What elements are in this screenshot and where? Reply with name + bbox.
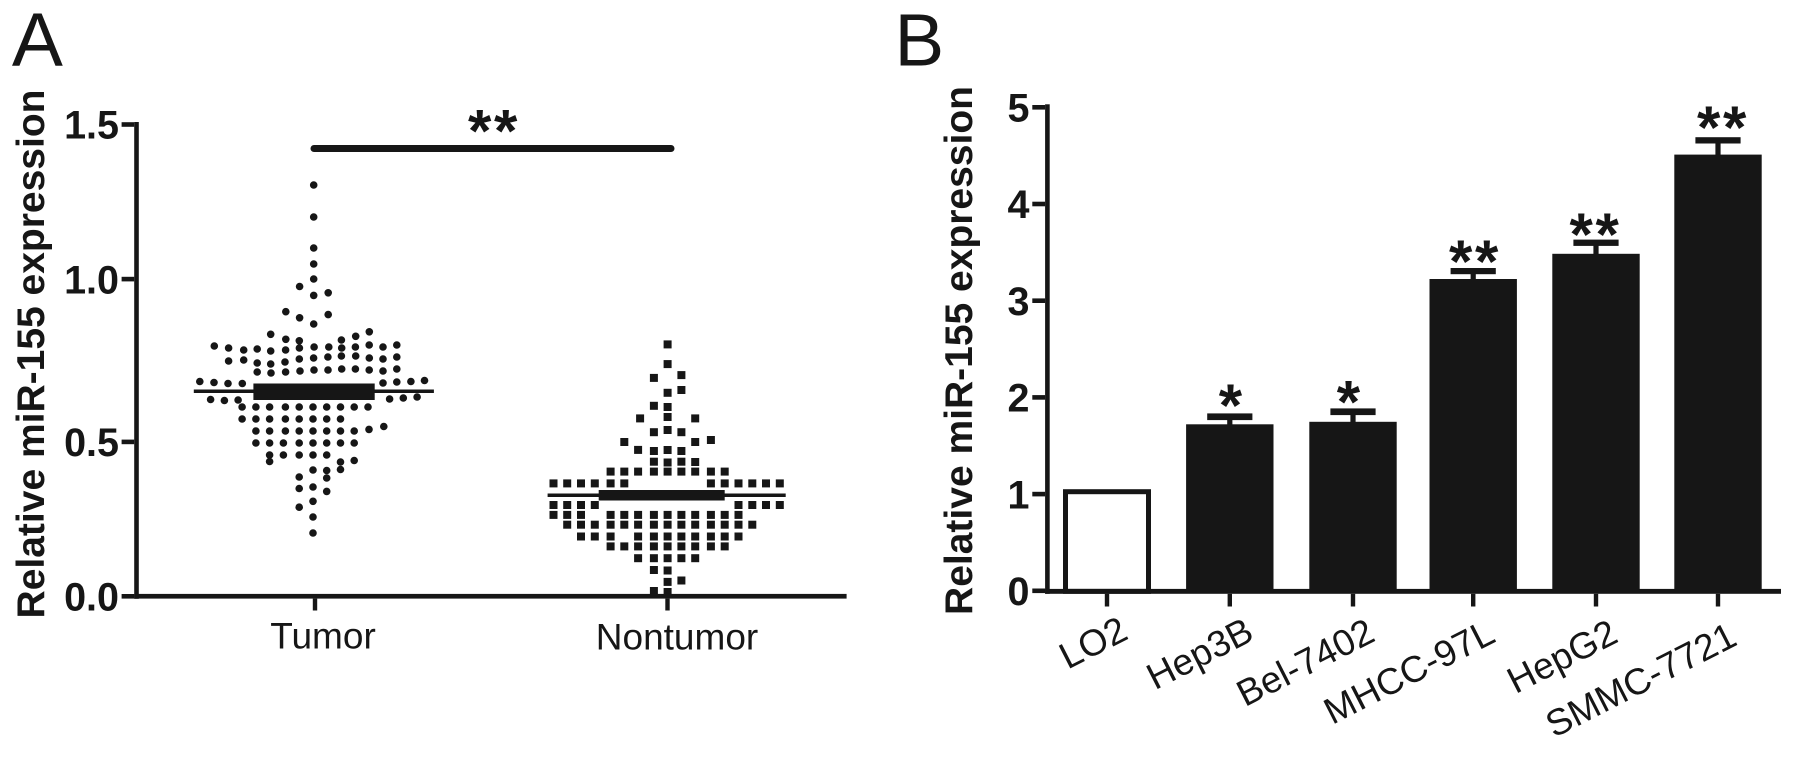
svg-text:Relative miR-155 expression: Relative miR-155 expression: [938, 86, 981, 615]
svg-text:**: **: [1570, 201, 1622, 268]
svg-text:5: 5: [1008, 87, 1030, 131]
svg-text:0.0: 0.0: [64, 576, 119, 620]
svg-text:**: **: [1449, 228, 1501, 295]
svg-text:2: 2: [1008, 377, 1030, 421]
svg-text:3: 3: [1008, 280, 1030, 324]
svg-text:Tumor: Tumor: [270, 616, 376, 657]
svg-text:**: **: [468, 98, 520, 165]
svg-text:0.5: 0.5: [64, 421, 119, 465]
svg-text:**: **: [1697, 94, 1749, 161]
svg-text:1.5: 1.5: [64, 104, 119, 148]
svg-text:1.0: 1.0: [64, 258, 119, 302]
svg-text:*: *: [1219, 372, 1245, 439]
svg-text:B: B: [895, 0, 945, 82]
svg-text:Relative miR-155 expression: Relative miR-155 expression: [10, 90, 53, 619]
svg-text:Nontumor: Nontumor: [596, 617, 758, 658]
svg-text:1: 1: [1008, 473, 1030, 517]
svg-text:4: 4: [1008, 183, 1030, 227]
svg-text:A: A: [12, 0, 63, 83]
svg-text:*: *: [1337, 369, 1363, 436]
svg-text:0: 0: [1008, 570, 1030, 614]
